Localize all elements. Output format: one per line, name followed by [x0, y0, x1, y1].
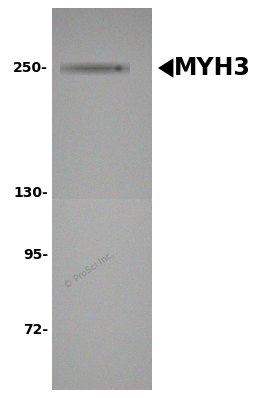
Text: MYH3: MYH3	[174, 56, 251, 80]
Text: 95-: 95-	[23, 248, 48, 262]
Text: 72-: 72-	[23, 323, 48, 337]
Text: 130-: 130-	[13, 186, 48, 200]
Text: © ProSci Inc.: © ProSci Inc.	[63, 250, 116, 291]
Polygon shape	[158, 58, 173, 78]
Text: 250-: 250-	[13, 61, 48, 75]
